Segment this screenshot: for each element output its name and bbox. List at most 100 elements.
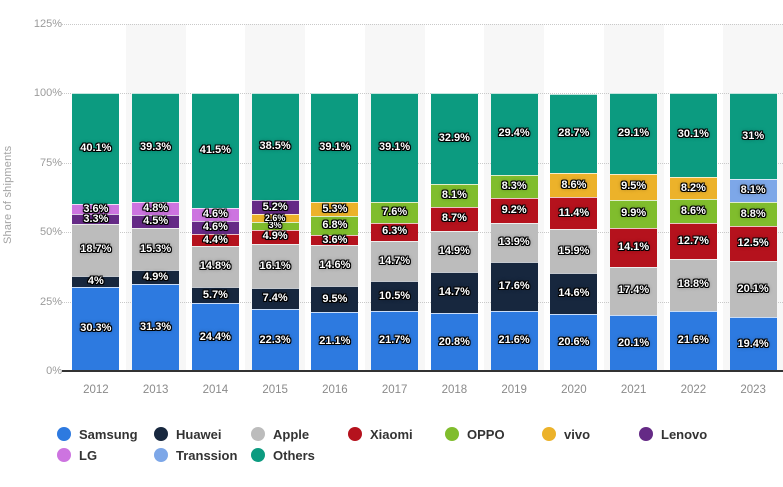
segment-others-2021[interactable] — [610, 92, 658, 174]
x-axis-label-2023: 2023 — [740, 384, 766, 396]
segment-oppo-2019[interactable] — [490, 174, 538, 198]
segment-apple-2014[interactable] — [191, 246, 239, 288]
segment-xiaomi-2018[interactable] — [430, 206, 478, 231]
legend-swatch-icon-huawei — [154, 427, 168, 441]
x-axis-label-2015: 2015 — [262, 384, 288, 396]
segment-lg-2014[interactable] — [191, 208, 239, 222]
segment-others-2012[interactable] — [72, 93, 120, 205]
segment-samsung-2013[interactable] — [132, 283, 180, 371]
segment-huawei-2012[interactable] — [72, 275, 120, 287]
segment-samsung-2022[interactable] — [669, 310, 717, 371]
segment-samsung-2015[interactable] — [251, 309, 299, 371]
segment-xiaomi-2023[interactable] — [729, 226, 777, 262]
segment-xiaomi-2019[interactable] — [490, 197, 538, 224]
legend-item-lenovo[interactable]: Lenovo — [639, 426, 736, 442]
segment-others-2017[interactable] — [371, 93, 419, 202]
segment-xiaomi-2020[interactable] — [550, 197, 598, 229]
segment-oppo-2015[interactable] — [251, 221, 299, 231]
segment-samsung-2018[interactable] — [430, 313, 478, 371]
segment-others-2016[interactable] — [311, 93, 359, 202]
segment-apple-2023[interactable] — [729, 261, 777, 318]
segment-lenovo-2013[interactable] — [132, 215, 180, 228]
segment-apple-2013[interactable] — [132, 227, 180, 271]
segment-apple-2019[interactable] — [490, 223, 538, 263]
segment-others-2013[interactable] — [132, 92, 180, 202]
legend-label-oppo: OPPO — [467, 426, 505, 442]
segment-vivo-2016[interactable] — [311, 201, 359, 217]
segment-transsion-2023[interactable] — [729, 179, 777, 202]
segment-lenovo-2015[interactable] — [251, 200, 299, 215]
segment-apple-2020[interactable] — [550, 228, 598, 274]
segment-apple-2015[interactable] — [251, 243, 299, 289]
segment-apple-2017[interactable] — [371, 240, 419, 282]
segment-apple-2016[interactable] — [311, 245, 359, 286]
segment-huawei-2018[interactable] — [430, 272, 478, 314]
segment-samsung-2020[interactable] — [550, 313, 598, 371]
segment-others-2023[interactable] — [729, 93, 777, 180]
legend-item-vivo[interactable]: vivo — [542, 426, 639, 442]
legend-swatch-icon-apple — [251, 427, 265, 441]
segment-apple-2021[interactable] — [610, 266, 658, 316]
legend-label-lenovo: Lenovo — [661, 426, 708, 442]
segment-vivo-2020[interactable] — [550, 173, 598, 198]
segment-others-2014[interactable] — [191, 93, 239, 209]
segment-samsung-2016[interactable] — [311, 312, 359, 371]
segment-samsung-2012[interactable] — [72, 286, 120, 371]
legend-label-apple: Apple — [273, 426, 310, 442]
segment-apple-2012[interactable] — [72, 223, 120, 276]
segment-apple-2018[interactable] — [430, 230, 478, 273]
segment-lenovo-2012[interactable] — [72, 214, 120, 224]
legend-label-others: Others — [273, 447, 315, 463]
segment-xiaomi-2017[interactable] — [371, 223, 419, 241]
segment-oppo-2017[interactable] — [371, 201, 419, 224]
segment-xiaomi-2014[interactable] — [191, 233, 239, 247]
segment-vivo-2015[interactable] — [251, 214, 299, 222]
x-axis-label-2021: 2021 — [620, 384, 647, 396]
segment-xiaomi-2016[interactable] — [311, 235, 359, 246]
segment-huawei-2020[interactable] — [550, 273, 598, 314]
legend-item-huawei[interactable]: Huawei — [154, 426, 251, 442]
segment-huawei-2017[interactable] — [371, 281, 419, 311]
legend-swatch-icon-lg — [57, 448, 71, 462]
legend-item-others[interactable]: Others — [251, 447, 348, 463]
segment-samsung-2014[interactable] — [191, 303, 239, 371]
segment-lg-2012[interactable] — [72, 204, 120, 215]
segment-oppo-2018[interactable] — [430, 184, 478, 207]
segment-samsung-2023[interactable] — [729, 317, 777, 371]
segment-huawei-2013[interactable] — [132, 270, 180, 284]
segment-vivo-2022[interactable] — [669, 176, 717, 200]
segment-xiaomi-2022[interactable] — [669, 223, 717, 259]
segment-huawei-2014[interactable] — [191, 287, 239, 304]
legend-item-apple[interactable]: Apple — [251, 426, 348, 442]
segment-others-2020[interactable] — [550, 93, 598, 174]
segment-others-2015[interactable] — [251, 93, 299, 201]
segment-xiaomi-2021[interactable] — [610, 227, 658, 267]
segment-huawei-2016[interactable] — [311, 285, 359, 313]
segment-others-2022[interactable] — [669, 93, 717, 177]
segment-huawei-2015[interactable] — [251, 288, 299, 309]
segment-oppo-2022[interactable] — [669, 199, 717, 224]
segment-oppo-2023[interactable] — [729, 201, 777, 227]
legend-item-oppo[interactable]: OPPO — [445, 426, 542, 442]
segment-lenovo-2014[interactable] — [191, 221, 239, 234]
legend-item-transsion[interactable]: Transsion — [154, 447, 251, 463]
segment-oppo-2016[interactable] — [311, 216, 359, 236]
segment-vivo-2021[interactable] — [610, 173, 658, 201]
segment-apple-2022[interactable] — [669, 258, 717, 311]
segment-lg-2013[interactable] — [132, 201, 180, 216]
legend-item-samsung[interactable]: Samsung — [57, 426, 154, 442]
legend-label-huawei: Huawei — [176, 426, 222, 442]
segment-xiaomi-2015[interactable] — [251, 230, 299, 244]
y-axis-tick-100%: 100% — [33, 87, 62, 99]
segment-oppo-2021[interactable] — [610, 200, 658, 228]
legend-item-lg[interactable]: LG — [57, 447, 154, 463]
segment-samsung-2017[interactable] — [371, 310, 419, 371]
legend-swatch-icon-vivo — [542, 427, 556, 441]
segment-samsung-2019[interactable] — [490, 310, 538, 371]
segment-others-2019[interactable] — [490, 93, 538, 175]
segment-samsung-2021[interactable] — [610, 315, 658, 371]
legend-item-xiaomi[interactable]: Xiaomi — [348, 426, 445, 442]
segment-others-2018[interactable] — [430, 92, 478, 185]
segment-huawei-2019[interactable] — [490, 262, 538, 311]
